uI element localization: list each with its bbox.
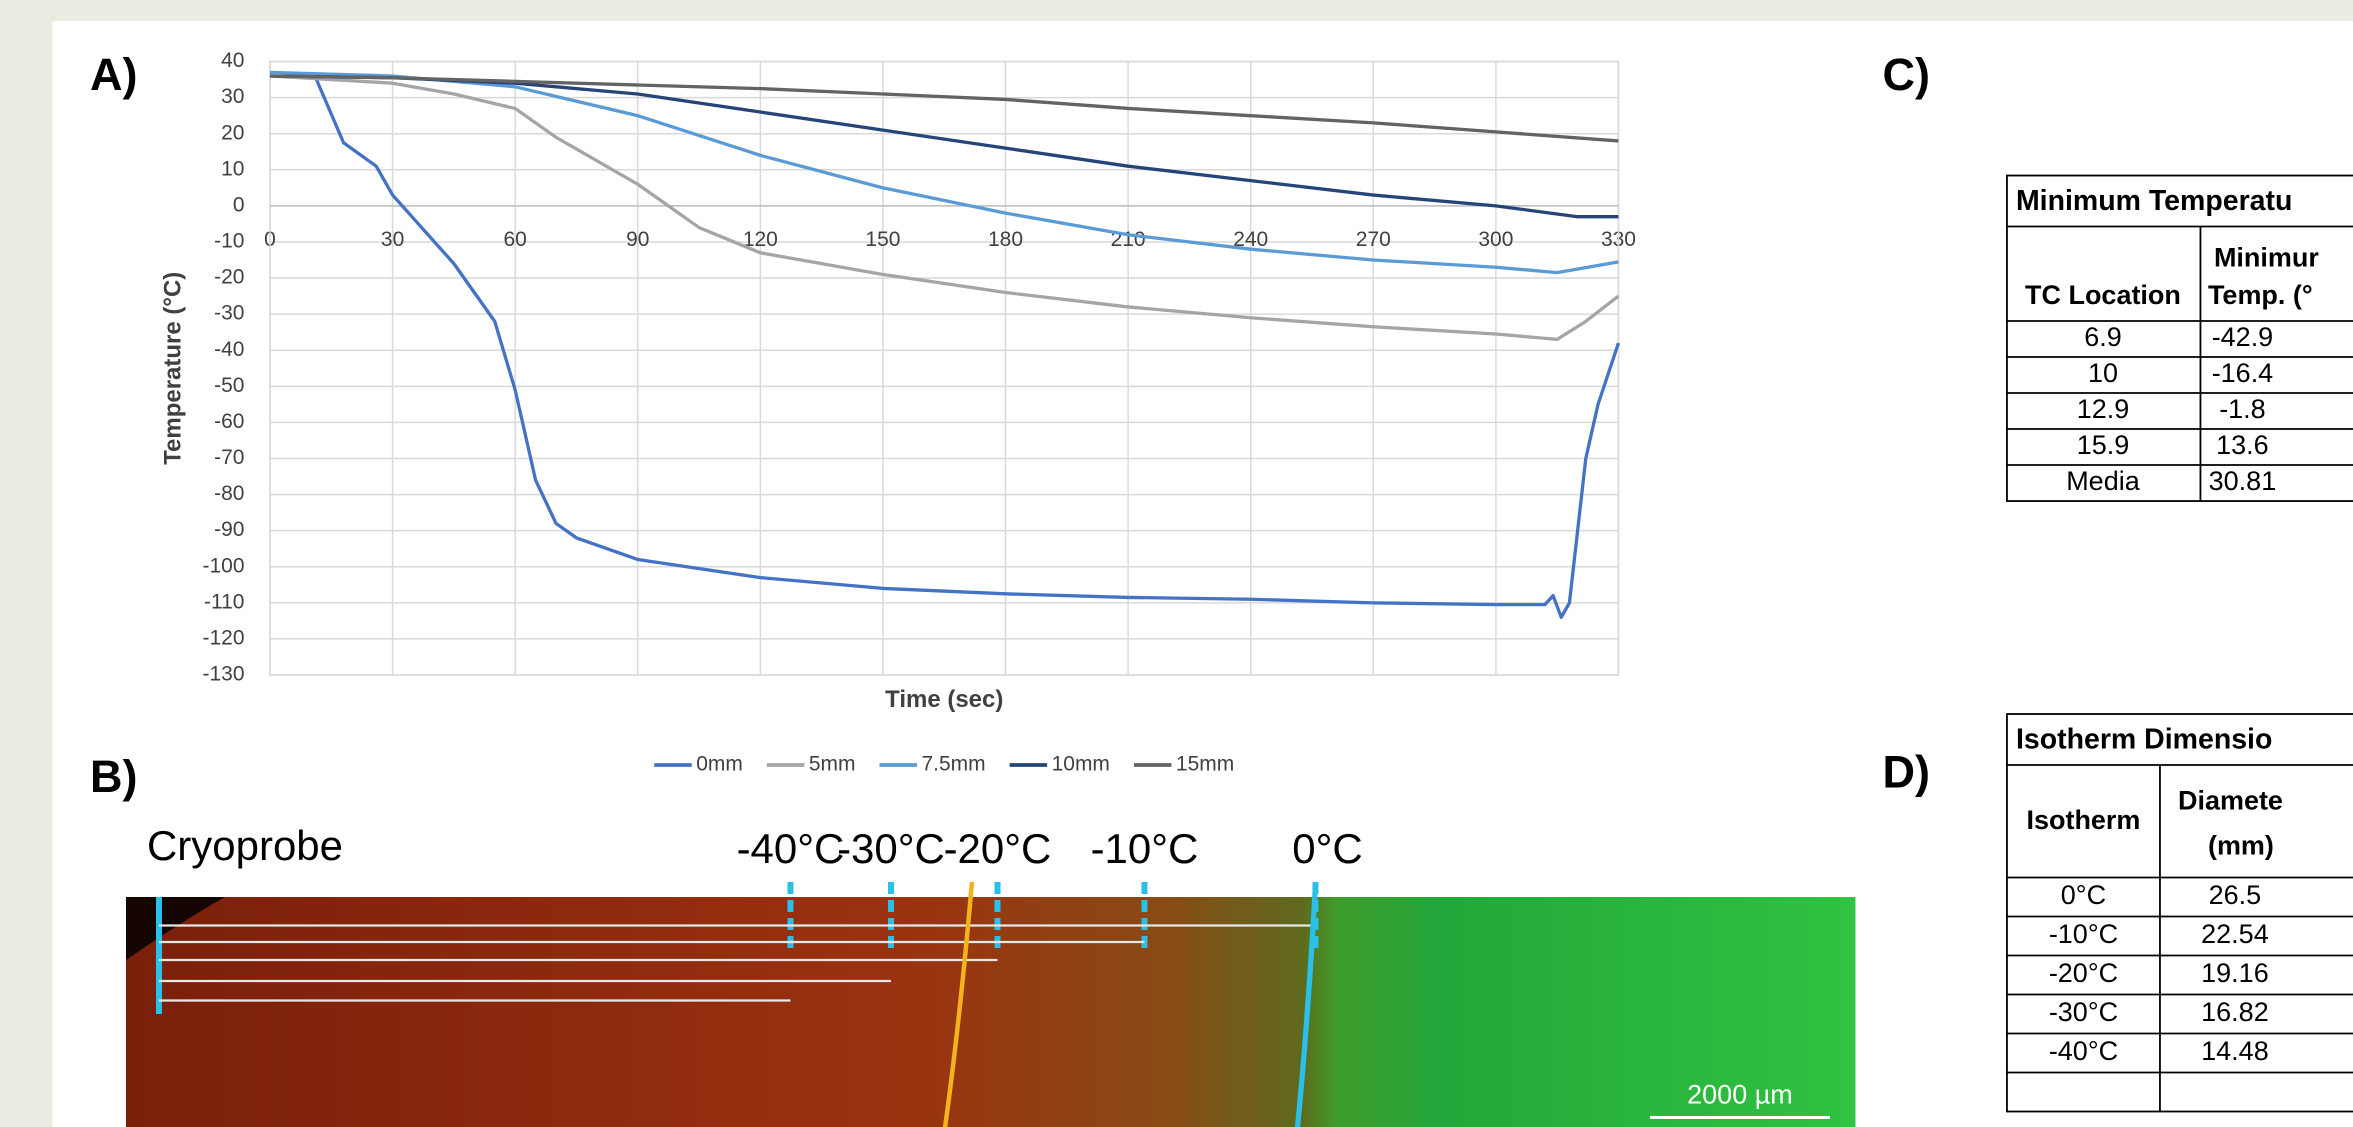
table-header: Diamete [2178, 786, 2283, 816]
table-cell: -16.4 [2212, 358, 2274, 388]
table-cell: 26.5 [2209, 880, 2262, 910]
table-cell: -40°C [2049, 1036, 2118, 1066]
isotherm-label: 0°C [1292, 825, 1362, 872]
y-tick-label: -40 [214, 338, 244, 361]
isotherm-label: -20°C [944, 825, 1052, 872]
isotherm-label: -40°C [737, 825, 845, 872]
table-header: Isotherm [2026, 805, 2140, 835]
table-cell: Media [2066, 466, 2140, 496]
y-tick-label: -20 [214, 266, 244, 289]
y-axis-title: Temperature (°C) [159, 272, 186, 465]
micrograph [126, 897, 1855, 1127]
y-tick-label: -110 [204, 590, 244, 613]
y-tick-label: -120 [202, 626, 244, 649]
y-tick-label: 10 [221, 157, 244, 180]
y-tick-label: -90 [214, 518, 244, 541]
table-cell: 0°C [2061, 880, 2106, 910]
panel-label: B) [90, 751, 137, 802]
y-tick-label: 30 [221, 85, 244, 108]
y-tick-label: -10 [214, 230, 244, 253]
probe-label: Cryoprobe [147, 822, 343, 869]
y-tick-label: -70 [214, 446, 244, 469]
y-tick-label: -60 [214, 410, 244, 433]
legend-label: 15mm [1176, 753, 1234, 776]
y-tick-label: -80 [214, 482, 244, 505]
scale-bar-label: 2000 µm [1687, 1080, 1793, 1110]
isotherm-label: -30°C [837, 825, 945, 872]
table-cell: 22.54 [2201, 919, 2269, 949]
table-cell: 19.16 [2201, 958, 2269, 988]
x-tick-label: 270 [1356, 228, 1391, 251]
x-tick-label: 90 [626, 228, 649, 251]
y-tick-label: -50 [214, 374, 244, 397]
table-cell: 30.81 [2209, 466, 2277, 496]
y-tick-label: -30 [214, 302, 244, 325]
y-tick-label: 20 [221, 121, 244, 144]
table-cell: 15.9 [2077, 430, 2130, 460]
table-cell: 10 [2088, 358, 2118, 388]
isotherm-label: -10°C [1091, 825, 1199, 872]
table-header: (mm) [2208, 831, 2274, 861]
table-header: Temp. (° [2208, 280, 2313, 310]
legend-label: 7.5mm [921, 753, 985, 776]
legend-label: 5mm [809, 753, 856, 776]
panel-label: C) [1882, 49, 1929, 100]
table-title: Isotherm Dimensio [2016, 724, 2272, 756]
table-cell: -30°C [2049, 997, 2118, 1027]
y-tick-label: -100 [202, 554, 244, 577]
y-tick-label: 40 [221, 49, 244, 72]
table-cell: 6.9 [2084, 322, 2122, 352]
figure: A) B) C) D) 40 30 20 10 0 -10 -20 -30 -40 -50 -60 -… [0, 0, 2353, 1127]
table-cell: -10°C [2049, 919, 2118, 949]
x-axis-title: Time (sec) [885, 686, 1003, 713]
legend-label: 0mm [696, 753, 743, 776]
y-tick-label: -130 [202, 663, 244, 686]
table-cell: -1.8 [2219, 394, 2266, 424]
y-tick-label: 0 [233, 193, 245, 216]
table-header: TC Location [2025, 280, 2181, 310]
table-cell: 16.82 [2201, 997, 2269, 1027]
table-cell: -42.9 [2212, 322, 2274, 352]
x-tick-label: 150 [865, 228, 900, 251]
table-cell: -20°C [2049, 958, 2118, 988]
table-cell: 14.48 [2201, 1036, 2269, 1066]
x-tick-label: 300 [1478, 228, 1513, 251]
x-tick-label: 60 [503, 228, 526, 251]
table-cell: 13.6 [2216, 430, 2269, 460]
panel-label: D) [1882, 746, 1929, 797]
page: A) B) C) D) 40 30 20 10 0 -10 -20 -30 -40 -50 -60 -… [0, 0, 2353, 1127]
x-tick-label: 180 [988, 228, 1023, 251]
panel-label: A) [90, 49, 137, 100]
table-title: Minimum Temperatu [2016, 185, 2292, 217]
x-tick-label: 30 [381, 228, 404, 251]
table-header: Minimur [2214, 243, 2319, 273]
table-cell: 12.9 [2077, 394, 2130, 424]
legend-label: 10mm [1052, 753, 1110, 776]
